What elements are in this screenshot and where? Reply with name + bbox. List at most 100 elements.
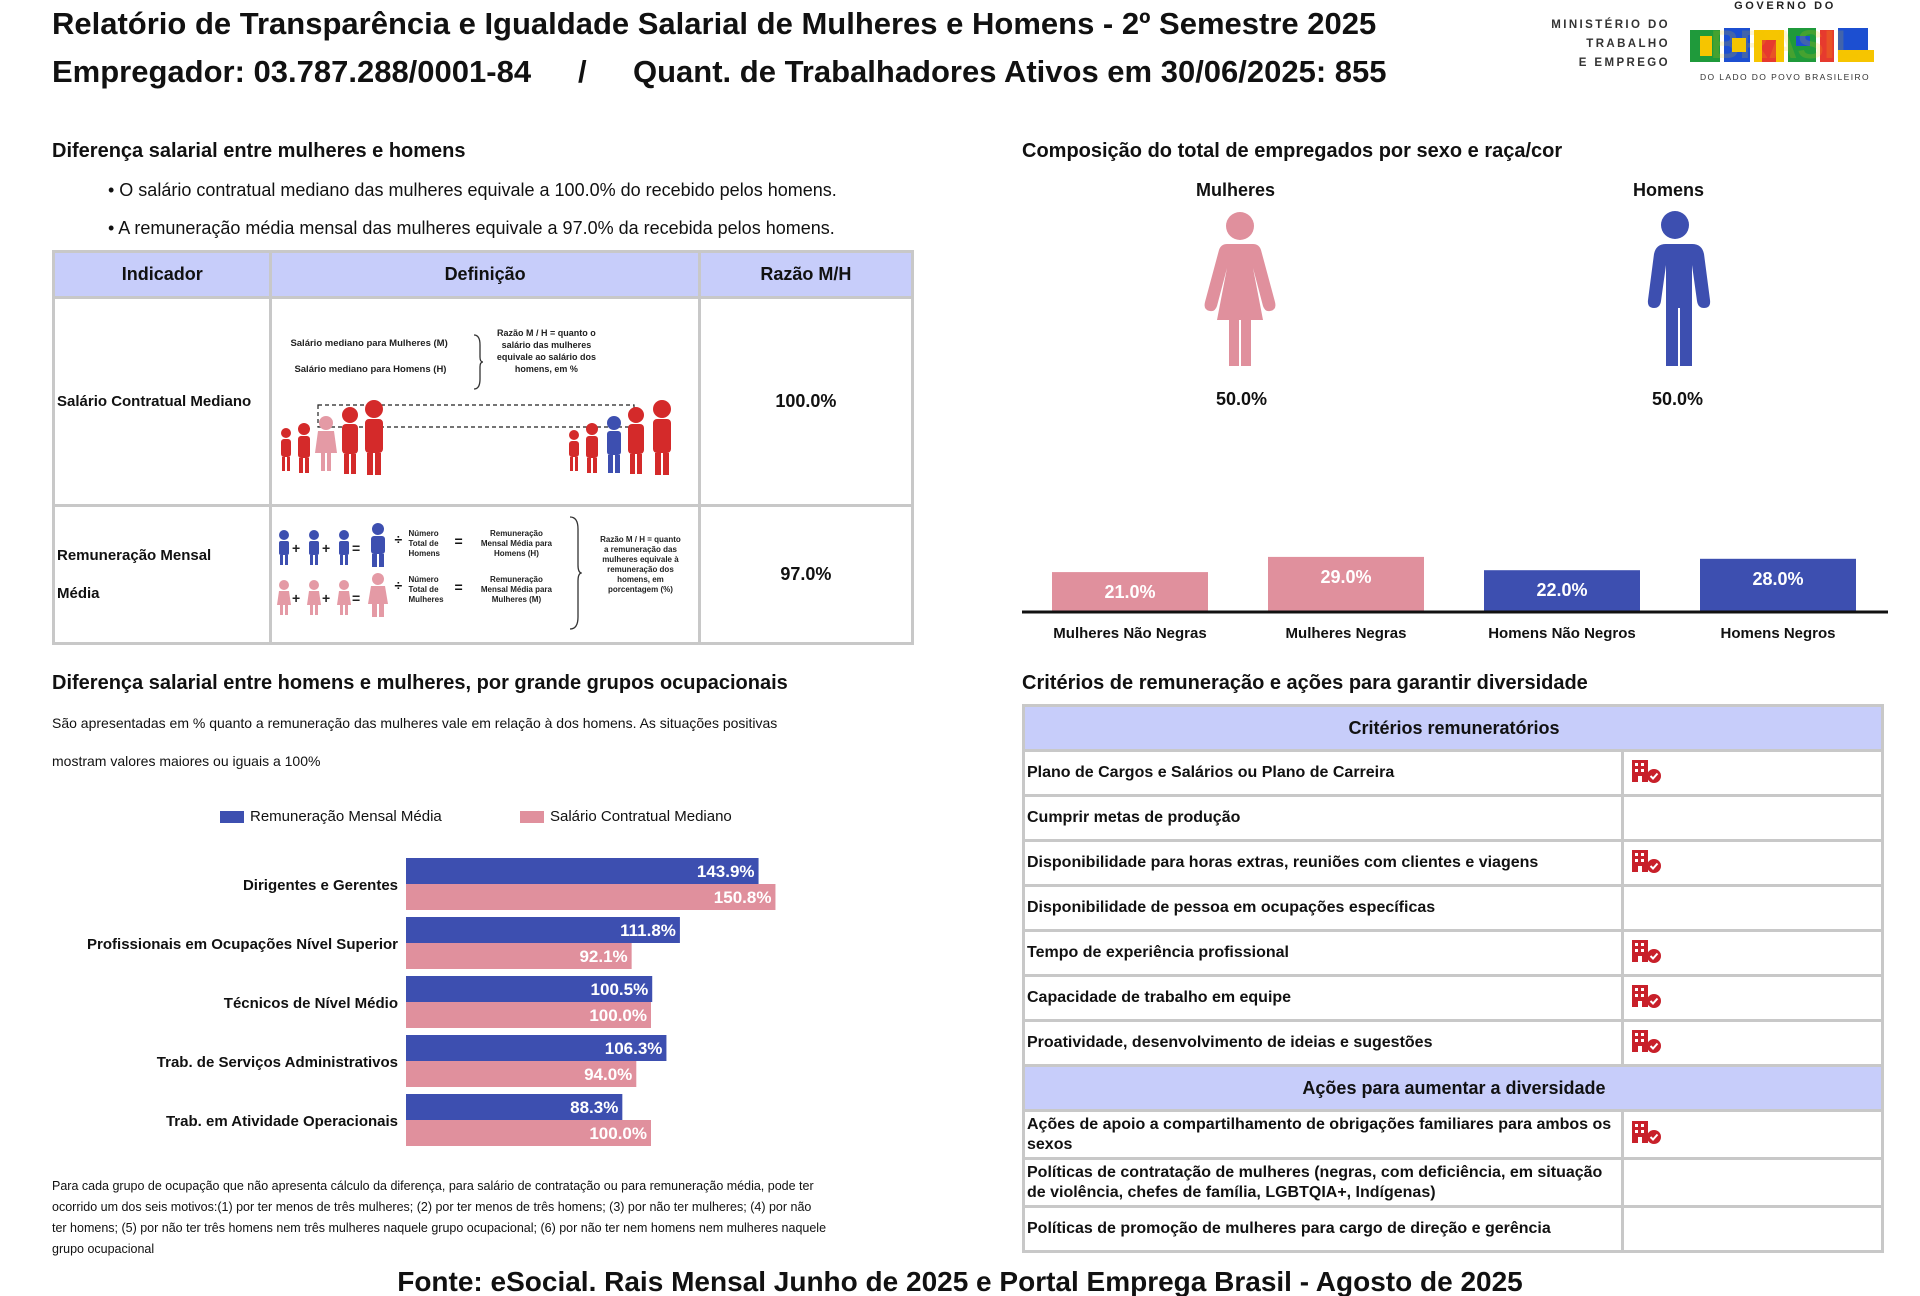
bar-value-label: 100.5%: [591, 980, 649, 999]
criterion-label: Políticas de contratação de mulheres (ne…: [1022, 1157, 1624, 1208]
criterion-label: Disponibilidade de pessoa em ocupações e…: [1022, 884, 1624, 932]
def-median-lines: Salário mediano para Mulheres (M) Salári…: [290, 331, 447, 383]
race-category-label: Homens Negros: [1720, 625, 1835, 642]
criteria-header: Critérios remuneratórios: [1022, 704, 1884, 752]
def-women-count-2: Total de: [408, 585, 439, 594]
building-check-icon: [1630, 1029, 1662, 1058]
occupational-desc-2: mostram valores maiores ou iguais a 100%: [52, 753, 321, 769]
def-women-count-1: Número: [408, 575, 439, 584]
workers-count: Quant. de Trabalhadores Ativos em 30/06/…: [633, 54, 1387, 89]
def-men-count-1: Número: [408, 529, 439, 538]
bar-value-label: 106.3%: [605, 1039, 663, 1058]
bar-avg-remuneration: [406, 1094, 623, 1120]
equals-icon: =: [454, 579, 463, 595]
table-row: Políticas de contratação de mulheres (ne…: [1022, 1157, 1884, 1208]
def-average-note: Razão M / H = quanto a remuneração das m…: [584, 535, 696, 595]
indicator-average: Remuneração Mensal Média: [51, 504, 273, 645]
bullet-average: • A remuneração média mensal das mulhere…: [108, 218, 835, 238]
brace-icon: [474, 334, 484, 390]
ministry-line-2: TRABALHO: [1586, 38, 1670, 50]
race-bar-chart: 21.0% 29.0% 22.0% 28.0% Mulheres Não Negras…: [1022, 556, 1888, 642]
race-bar: [1268, 556, 1424, 612]
legend-median-label: Salário Contratual Mediano: [550, 808, 732, 825]
occupational-note: Para cada grupo de ocupação que não apre…: [52, 1176, 932, 1260]
table-row: Remuneração Mensal Média + + =: [51, 504, 915, 645]
criteria-table: Critérios remuneratórios Plano de Cargos …: [1022, 704, 1884, 1253]
occupational-note-4: grupo ocupacional: [52, 1242, 155, 1256]
occupational-note-2: ocorrido um dos seis motivos:(1) por ter…: [52, 1200, 812, 1214]
col-header-definition: Definição: [269, 250, 701, 299]
building-check-icon: [1630, 984, 1662, 1013]
svg-text:+: +: [322, 540, 330, 556]
def-men-result-2: Mensal Média para: [480, 539, 552, 548]
race-bar: [1484, 570, 1640, 612]
indicator-average-line-1: Remuneração Mensal: [57, 546, 212, 564]
bar-avg-remuneration: [406, 917, 680, 943]
bar-median-salary: [406, 1120, 651, 1146]
col-header-ratio: Razão M/H: [697, 250, 915, 299]
criterion-label: Ações de apoio a compartilhamento de obr…: [1022, 1109, 1624, 1160]
sum-people-illustration: + + = + + =: [277, 523, 389, 617]
svg-text:+: +: [322, 590, 330, 606]
gov-brasil-logo: GOVERNO DO BRASIL DO LADO DO POVO BRASIL…: [1688, 0, 1882, 88]
gov-logo-top: GOVERNO DO: [1734, 0, 1836, 12]
indicator-table: Indicador Definição Razão M/H Salário Co…: [51, 250, 915, 645]
occupational-title: Diferença salarial entre homens e mulher…: [52, 672, 788, 694]
race-bar-value: 22.0%: [1536, 580, 1587, 600]
table-row: Capacidade de trabalho em equipe: [1022, 974, 1884, 1022]
occupational-bars-group: Dirigentes e Gerentes 143.9% 150.8% Profiss…: [87, 858, 776, 1146]
bar-avg-remuneration: [406, 976, 653, 1002]
criterion-mark: [1621, 974, 1884, 1022]
bar-value-label: 150.8%: [714, 888, 772, 907]
occupation-label: Profissionais em Ocupações Nível Superio…: [87, 936, 398, 953]
building-check-icon: [1630, 939, 1662, 968]
race-bar-value: 21.0%: [1104, 582, 1155, 602]
def-men-count-3: Homens: [408, 549, 440, 558]
brace-icon: [570, 516, 583, 630]
occupational-desc-1: São apresentadas em % quanto a remuneraç…: [52, 715, 778, 731]
criterion-mark: [1621, 1019, 1884, 1067]
table-row: Proatividade, desenvolvimento de ideias …: [1022, 1019, 1884, 1067]
bar-value-label: 100.0%: [589, 1124, 647, 1143]
gov-logo-slogan: DO LADO DO POVO BRASILEIRO: [1699, 72, 1871, 82]
indicator-table-header: Indicador Definição Razão M/H: [51, 250, 915, 299]
occupation-label: Técnicos de Nível Médio: [224, 995, 398, 1012]
def-men-count-2: Total de: [408, 539, 439, 548]
svg-text:+: +: [292, 540, 300, 556]
divide-icon: ÷: [394, 577, 403, 593]
def-average-note-2: a remuneração das: [603, 545, 677, 554]
def-men-median: Salário mediano para Homens (H): [294, 364, 447, 375]
def-women-median: Salário mediano para Mulheres (M): [290, 338, 448, 349]
def-women-result-1: Remuneração: [489, 575, 543, 584]
man-icon: [1647, 211, 1711, 366]
table-row: Disponibilidade de pessoa em ocupações e…: [1022, 884, 1884, 932]
occupation-label: Trab. em Atividade Operacionais: [166, 1113, 398, 1130]
svg-text:=: =: [352, 540, 360, 556]
race-labels-group: Mulheres Não Negras Mulheres Negras Homens…: [1053, 625, 1835, 642]
report-title: Relatório de Transparência e Igualdade S…: [52, 6, 1377, 41]
table-row: Disponibilidade para horas extras, reuni…: [1022, 839, 1884, 887]
ratio-average: 97.0%: [697, 504, 915, 645]
def-median-note-4: homens, em %: [514, 364, 578, 374]
criterion-mark: [1621, 1157, 1884, 1208]
criterion-mark: [1621, 749, 1884, 797]
occupation-label: Trab. de Serviços Administrativos: [157, 1054, 398, 1071]
def-average-note-3: mulheres equivale à: [602, 555, 679, 564]
brasil-wordmark-icon: BRASIL: [1690, 23, 1874, 67]
criterion-label: Plano de Cargos e Salários ou Plano de C…: [1022, 749, 1624, 797]
def-men-result-1: Remuneração: [489, 529, 543, 538]
criteria-table-body: Critérios remuneratórios Plano de Cargos …: [1022, 704, 1884, 1253]
definition-average: + + = + + = ÷ ÷ Número Total de Homens Númer…: [269, 504, 701, 645]
men-pct: 50.0%: [1652, 389, 1704, 409]
def-average-note-5: homens, em: [617, 575, 664, 584]
race-category-label: Mulheres Não Negras: [1053, 625, 1206, 642]
ministry-line-3: E EMPREGO: [1578, 57, 1670, 69]
diversity-title: Critérios de remuneração e ações para ga…: [1022, 672, 1588, 694]
salary-diff-title: Diferença salarial entre mulheres e home…: [52, 140, 466, 162]
bar-value-label: 88.3%: [570, 1098, 618, 1117]
women-label: Mulheres: [1196, 180, 1276, 200]
def-average-note-1: Razão M / H = quanto: [600, 535, 681, 544]
bar-value-label: 143.9%: [697, 862, 755, 881]
criterion-mark: [1621, 1109, 1884, 1160]
race-bar: [1052, 572, 1208, 612]
